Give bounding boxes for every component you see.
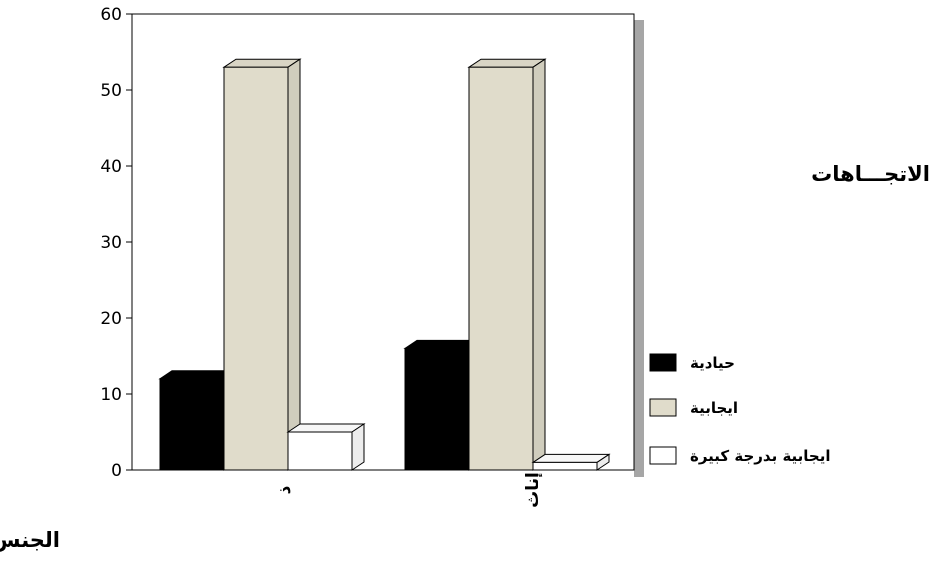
plot-shadow (634, 20, 644, 477)
x-tick-label: ذ (275, 485, 295, 494)
legend-swatch (650, 447, 676, 464)
bar (224, 59, 300, 470)
bar-front-face (533, 462, 597, 470)
y-tick-label: 60 (100, 5, 122, 25)
bar-top-face (469, 59, 545, 67)
legend-label: ايجابية (690, 399, 738, 417)
bar-front-face (160, 379, 224, 470)
category-labels: ذ إناث (275, 472, 543, 508)
bar (288, 424, 364, 470)
chart-title: الاتجـــاهات (811, 162, 930, 186)
y-tick-label: 0 (111, 461, 122, 481)
bar-side-face (533, 59, 545, 470)
y-axis: 0 10 20 30 40 50 60 (100, 5, 132, 481)
y-tick-label: 10 (100, 385, 122, 405)
bar-side-face (352, 424, 364, 470)
legend-label: ايجابية بدرجة كبيرة (690, 447, 831, 465)
y-tick-label: 20 (100, 309, 122, 329)
bar-front-face (224, 67, 288, 470)
y-tick-label: 50 (100, 81, 122, 101)
bar (469, 59, 545, 470)
legend: حيادية ايجابية ايجابية بدرجة كبيرة (650, 354, 831, 465)
y-tick-label: 30 (100, 233, 122, 253)
legend-swatch (650, 354, 676, 371)
bar-top-face (288, 424, 364, 432)
bar-top-face (533, 454, 609, 462)
bar-front-face (405, 348, 469, 470)
x-axis-label: الجنس (0, 528, 60, 552)
y-tick-label: 40 (100, 157, 122, 177)
legend-label: حيادية (690, 354, 735, 372)
legend-swatch (650, 399, 676, 416)
bar (533, 454, 609, 470)
bar-front-face (288, 432, 352, 470)
x-tick-label: إناث (523, 472, 543, 508)
bar-top-face (224, 59, 300, 67)
bar-side-face (288, 59, 300, 470)
bar-front-face (469, 67, 533, 470)
